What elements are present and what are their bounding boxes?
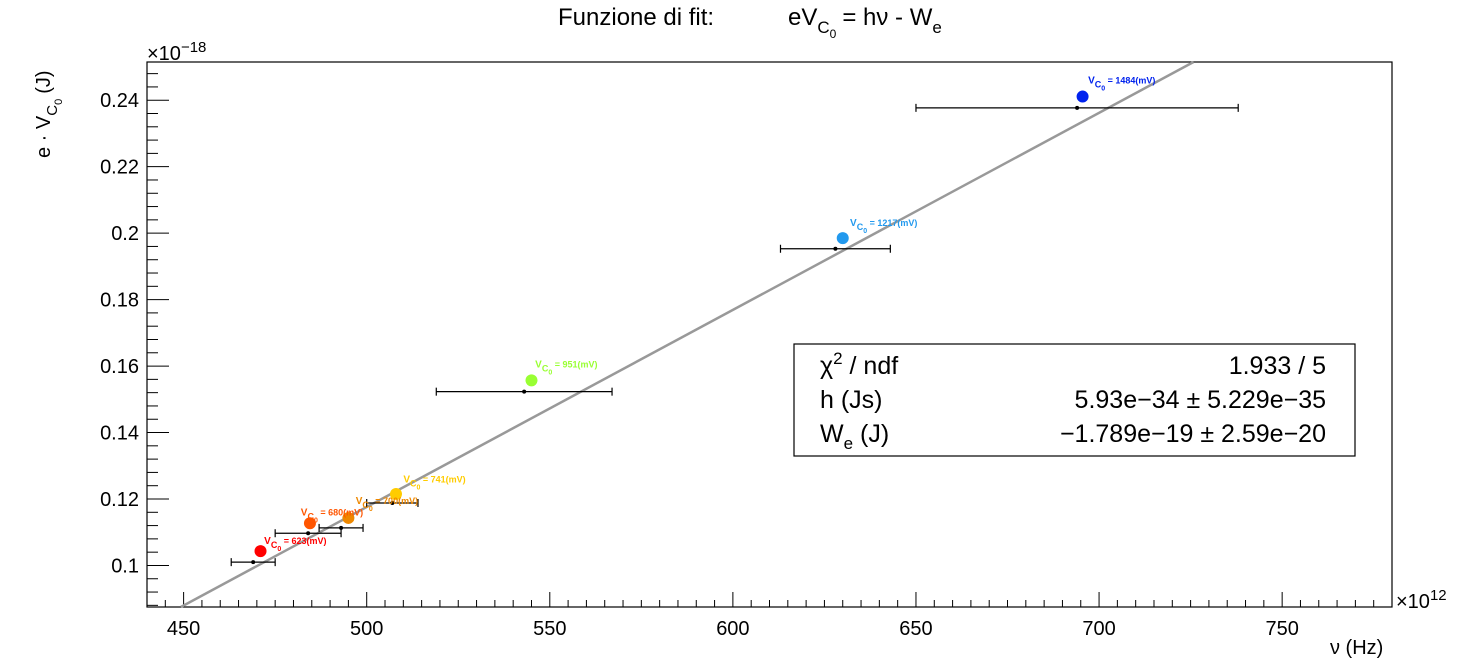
data-point	[339, 525, 344, 530]
svg-text:e · VC0(J): e · VC0(J)	[33, 70, 65, 158]
measurement-point	[318, 523, 364, 532]
data-point	[390, 500, 395, 505]
color-marker	[390, 488, 402, 501]
axis-ticks	[146, 73, 1393, 607]
title-formula: eVC0 = hν - We	[788, 4, 942, 41]
data-point	[1075, 105, 1080, 110]
measurement-point	[366, 498, 419, 507]
stats-chi2-value: 1.933 / 5	[1229, 352, 1326, 380]
data-point	[306, 531, 311, 536]
color-marker	[303, 517, 316, 530]
color-marker	[1076, 90, 1089, 103]
stats-box-frame	[793, 343, 1356, 457]
title-formula-rhs: = hν - W	[842, 4, 932, 31]
measurement-point	[274, 529, 342, 538]
stats-box: χ2 / ndf 1.933 / 5 h (Js) 5.93e−34 ± 5.2…	[793, 343, 1356, 457]
color-marker	[836, 232, 849, 245]
measurement-point	[779, 244, 891, 253]
x-tick-label: 750	[1265, 618, 1298, 640]
title-formula-lhs-subsub: 0	[830, 27, 837, 41]
y-tick-label: 0.1	[111, 555, 139, 577]
data-point	[522, 389, 527, 394]
color-marker	[342, 511, 355, 524]
annotations: VC0 = 623(mV) VC0 = 680(mV)VC0 = 700(mV) V…	[264, 76, 1155, 553]
stats-we-label: We (J)	[820, 420, 889, 453]
y-tick-label: 0.24	[100, 90, 139, 112]
y-tick-labels: 0.1 0.12 0.14 0.16 0.18 0.2 0.22 0.24	[100, 90, 139, 577]
y-tick-label: 0.14	[100, 423, 139, 445]
voltage-annotation: VC0 = 1484(mV)	[1088, 76, 1155, 93]
y-tick-label: 0.2	[111, 223, 139, 245]
stats-h-label: h (Js)	[820, 386, 883, 414]
x-exponent-label: ×1012	[1396, 587, 1447, 613]
voltage-annotation: VC0 = 951(mV)	[535, 360, 597, 377]
x-axis-label: ν (Hz)	[1330, 637, 1383, 659]
voltage-annotation: VC0 = 700(mV)	[356, 496, 418, 513]
voltage-annotation: VC0 = 741(mV)	[403, 474, 465, 491]
voltage-annotation: VC0 = 623(mV)	[264, 536, 326, 553]
color-marker	[254, 545, 267, 558]
title-formula-lhs: eV	[788, 4, 817, 31]
markers	[254, 90, 1089, 558]
measurement-point	[915, 103, 1239, 112]
y-tick-label: 0.22	[100, 157, 139, 179]
voltage-annotation: VC0 = 1217(mV)	[850, 218, 917, 235]
stats-h-value: 5.93e−34 ± 5.229e−35	[1075, 386, 1326, 414]
svg-text:eVC0= hν - We: eVC0 = hν - We	[788, 4, 942, 41]
title-formula-rhs-sub: e	[932, 18, 941, 37]
x-tick-labels: 450 500 550 600 650 700 750	[167, 618, 1299, 640]
y-tick-label: 0.18	[100, 290, 139, 312]
y-tick-label: 0.12	[100, 489, 139, 511]
data-point	[833, 246, 838, 251]
title-formula-lhs-sub: C	[817, 18, 829, 37]
stats-chi2-label: χ2 / ndf	[820, 349, 898, 380]
x-tick-label: 700	[1082, 618, 1115, 640]
x-tick-label: 450	[167, 618, 200, 640]
x-tick-label: 600	[716, 618, 749, 640]
x-tick-label: 500	[350, 618, 383, 640]
stats-we-value: −1.789e−19 ± 2.59e−20	[1060, 420, 1326, 448]
measurement-point	[435, 387, 613, 396]
data-point	[251, 560, 256, 565]
voltage-annotation: VC0 = 680(mV)	[301, 508, 363, 525]
y-tick-label: 0.16	[100, 356, 139, 378]
x-tick-label: 650	[899, 618, 932, 640]
color-marker	[525, 374, 538, 387]
chart-title: Funzione di fit:	[558, 4, 714, 31]
y-exponent-label: ×10−18	[147, 39, 206, 65]
error-bars	[230, 103, 1239, 567]
y-axis-label: e · VC0(J)	[33, 70, 65, 158]
fit-layer	[180, 60, 1195, 609]
measurement-point	[230, 558, 276, 567]
x-tick-label: 550	[533, 618, 566, 640]
fit-line	[180, 60, 1195, 609]
